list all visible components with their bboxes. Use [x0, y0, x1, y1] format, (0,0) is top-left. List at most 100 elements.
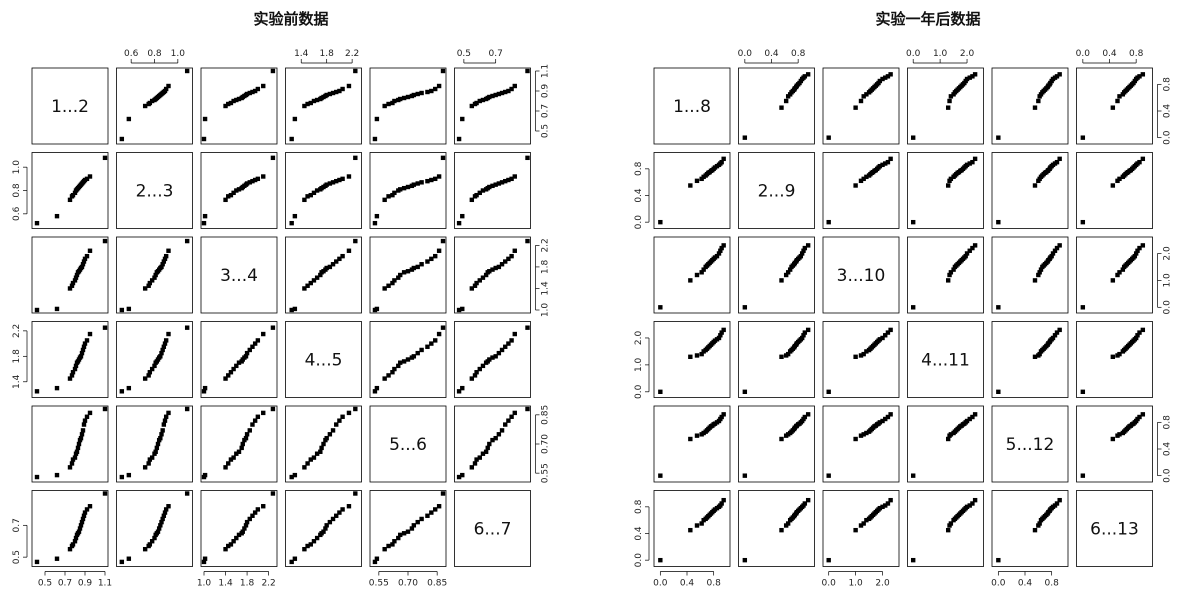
data-point	[54, 385, 60, 391]
data-point	[289, 559, 294, 565]
scatter-cell: 5...12	[991, 405, 1069, 483]
data-point	[405, 529, 411, 534]
scatter-cell	[369, 490, 447, 567]
x-tick-label: 0.55	[369, 579, 389, 589]
y-tick-label: 1.0	[1163, 273, 1173, 288]
data-point	[82, 418, 88, 423]
data-point	[883, 416, 888, 422]
data-point	[311, 278, 317, 283]
y-tick-label: 0.0	[634, 215, 644, 230]
data-point	[485, 445, 490, 451]
data-point	[1110, 278, 1116, 283]
data-point	[382, 286, 387, 291]
data-point	[386, 373, 391, 378]
data-point	[72, 455, 78, 460]
cell-frame	[31, 405, 109, 483]
y-tick-label: 1.4	[12, 374, 22, 389]
data-point	[250, 344, 255, 349]
data-point	[964, 504, 970, 510]
data-point	[119, 559, 125, 565]
data-point	[433, 176, 438, 182]
data-point	[147, 542, 153, 547]
data-point	[701, 267, 706, 272]
data-point	[477, 190, 482, 196]
y-tick-label: 1.0	[541, 303, 551, 318]
data-point	[1135, 248, 1140, 253]
data-point	[483, 272, 489, 278]
data-point	[480, 188, 486, 193]
scatter-cell	[907, 405, 984, 483]
data-point	[305, 461, 310, 466]
data-point	[880, 76, 885, 82]
data-point	[126, 116, 132, 122]
data-point	[163, 414, 169, 419]
y-tick-label: 0.4	[634, 526, 644, 541]
data-point	[742, 557, 748, 563]
data-point	[327, 181, 333, 186]
data-point	[223, 546, 228, 552]
data-point	[948, 521, 954, 526]
data-point	[340, 176, 345, 182]
x-tick-label: 1.8	[240, 579, 255, 589]
data-point	[244, 519, 250, 525]
data-point	[314, 97, 320, 103]
scatter-cell: 6...7	[454, 490, 531, 567]
cell-frame	[200, 321, 278, 398]
data-point	[67, 197, 73, 203]
scatter-cell	[991, 152, 1069, 229]
data-point	[152, 363, 157, 369]
data-point	[719, 330, 724, 335]
data-point	[1032, 354, 1038, 360]
data-point	[512, 331, 517, 337]
y-tick-label: 1.4	[541, 281, 551, 296]
x-tick-label: 0.6	[124, 49, 139, 59]
data-point	[324, 182, 329, 187]
data-point	[321, 529, 326, 534]
data-point	[512, 83, 517, 89]
data-point	[244, 91, 250, 97]
data-point	[1117, 94, 1122, 99]
data-point	[826, 473, 831, 478]
data-point	[84, 338, 90, 343]
cell-frame	[116, 152, 193, 229]
scatter-cell: 1...2	[31, 67, 109, 145]
y-tick-label: 0.0	[1163, 300, 1173, 315]
data-point	[858, 523, 864, 528]
data-point	[480, 451, 486, 456]
data-point	[864, 174, 869, 180]
scatter-cell	[31, 236, 109, 314]
data-point	[146, 283, 151, 288]
data-point	[201, 559, 207, 565]
data-point	[861, 432, 866, 437]
data-point	[372, 220, 378, 226]
data-point	[87, 174, 93, 179]
data-point	[436, 331, 442, 337]
data-point	[1057, 72, 1062, 77]
data-point	[202, 213, 208, 219]
data-point	[382, 376, 387, 381]
data-point	[858, 98, 864, 104]
data-point	[149, 98, 155, 104]
data-point	[1115, 98, 1120, 104]
data-point	[240, 529, 245, 534]
x-tick-label: 2.2	[261, 579, 275, 589]
data-point	[1137, 330, 1142, 335]
data-point	[964, 251, 970, 256]
data-point	[1140, 412, 1146, 417]
data-point	[967, 503, 972, 508]
data-point	[270, 155, 276, 161]
data-point	[440, 68, 446, 74]
data-point	[688, 278, 693, 283]
data-point	[327, 519, 333, 525]
data-point	[970, 245, 975, 251]
data-point	[474, 100, 479, 106]
data-point	[405, 269, 411, 274]
scatter-cell: 4...11	[907, 321, 984, 398]
data-point	[73, 535, 79, 541]
data-point	[292, 556, 298, 561]
data-point	[699, 270, 704, 275]
data-point	[853, 527, 858, 533]
variable-label-1-8: 1...8	[673, 97, 711, 117]
variable-label-3-4: 3...4	[220, 266, 258, 286]
scatter-cell	[738, 321, 815, 398]
